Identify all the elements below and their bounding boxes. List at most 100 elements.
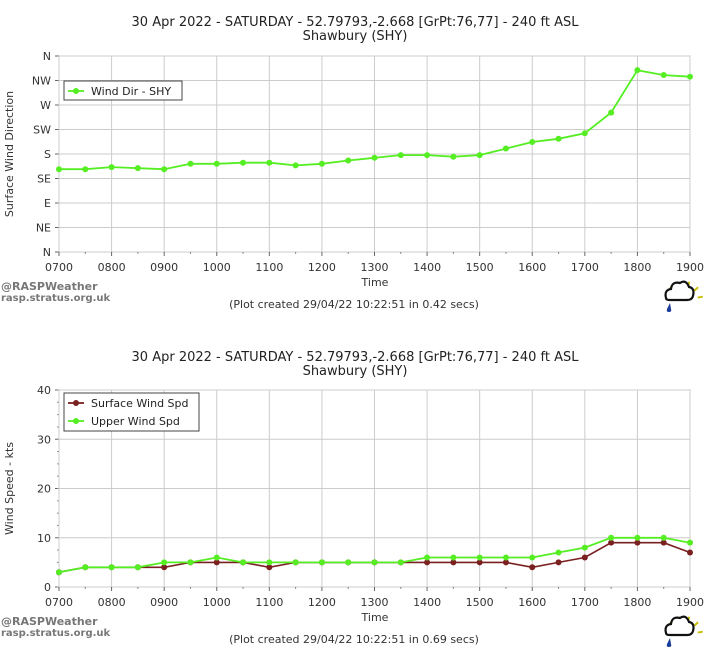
data-point (108, 564, 115, 571)
data-point (397, 152, 404, 159)
x-tick-label: 1100 (255, 596, 283, 609)
data-point (424, 559, 431, 566)
data-point (660, 534, 667, 541)
data-point (450, 559, 457, 566)
data-point (240, 559, 247, 566)
logo-text: @RASPWeather (1, 615, 98, 628)
data-point (134, 165, 141, 172)
data-point (161, 559, 168, 566)
data-point (555, 135, 562, 142)
data-point (134, 564, 141, 571)
y-tick-label: E (44, 197, 51, 210)
weather-cloud-icon (664, 280, 703, 312)
site-text: rasp.stratus.org.uk (1, 293, 111, 304)
x-tick-label: 1500 (466, 261, 494, 274)
x-tick-label: 0700 (45, 261, 73, 274)
data-point (608, 534, 615, 541)
legend-swatch-marker (73, 88, 79, 94)
y-tick-label: 20 (37, 483, 51, 496)
x-tick-label: 1800 (623, 261, 651, 274)
data-point (161, 166, 168, 173)
x-tick-label: 1200 (308, 261, 336, 274)
chart-subtitle: Shawbury (SHY) (303, 364, 408, 379)
plot-footer: (Plot created 29/04/22 10:22:51 in 0.42 … (229, 298, 479, 311)
data-point (450, 153, 457, 160)
legend-label: Wind Dir - SHY (91, 85, 171, 98)
legend: Wind Dir - SHY (63, 80, 183, 101)
data-point (424, 152, 431, 159)
data-point (502, 559, 509, 566)
sun-ray (697, 630, 703, 634)
data-point (292, 162, 299, 169)
x-tick-label: 1200 (308, 596, 336, 609)
x-tick-label: 1000 (203, 596, 231, 609)
data-point (108, 164, 115, 171)
legend: Surface Wind Spd Upper Wind Spd (63, 392, 200, 432)
plot-footer: (Plot created 29/04/22 10:22:51 in 0.69 … (229, 633, 479, 646)
x-tick-label: 0800 (98, 261, 126, 274)
data-point (187, 160, 194, 167)
legend-label: Upper Wind Spd (91, 415, 180, 428)
x-tick-label: 1100 (255, 261, 283, 274)
data-point (82, 564, 89, 571)
data-point (529, 139, 536, 146)
data-point (581, 130, 588, 137)
x-tick-label: 1400 (413, 261, 441, 274)
x-tick-label: 1800 (623, 596, 651, 609)
y-tick-label: NW (32, 75, 51, 88)
sun-ray (693, 286, 699, 292)
data-point (213, 160, 220, 167)
sun-ray (693, 621, 699, 627)
x-tick-label: 1900 (676, 596, 704, 609)
data-point (634, 539, 641, 546)
data-point (292, 559, 299, 566)
data-point (502, 554, 509, 561)
data-point (476, 554, 483, 561)
site-text: rasp.stratus.org.uk (1, 628, 111, 639)
weather-cloud-icon (664, 615, 703, 647)
x-tick-label: 1400 (413, 596, 441, 609)
data-point (424, 554, 431, 561)
data-point (161, 564, 168, 571)
legend-swatch-marker (73, 400, 79, 406)
data-point (608, 109, 615, 116)
y-tick-label: SE (37, 173, 51, 186)
sun-ray (697, 295, 703, 299)
y-tick-label: 10 (37, 532, 51, 545)
x-tick-label: 1700 (571, 261, 599, 274)
chart-2: 30 Apr 2022 - SATURDAY - 52.79793,-2.668… (1, 350, 704, 647)
x-tick-label: 1900 (676, 261, 704, 274)
data-point (687, 73, 693, 80)
data-point (240, 159, 247, 166)
y-tick-label: N (43, 246, 51, 259)
legend-box (63, 80, 183, 101)
data-point (581, 554, 588, 561)
x-tick-label: 1600 (518, 261, 546, 274)
chart-title: 30 Apr 2022 - SATURDAY - 52.79793,-2.668… (132, 15, 580, 30)
data-point (529, 554, 536, 561)
data-point (371, 154, 378, 161)
data-point (608, 539, 615, 546)
x-tick-label: 1000 (203, 261, 231, 274)
x-tick-label: 0900 (150, 261, 178, 274)
y-tick-label: 40 (37, 384, 51, 397)
cloud-shape (664, 280, 695, 302)
x-tick-label: 1700 (571, 596, 599, 609)
chart-subtitle: Shawbury (SHY) (303, 29, 408, 44)
y-tick-label: W (40, 99, 51, 112)
data-point (687, 549, 693, 556)
data-point (213, 554, 220, 561)
y-tick-label: N (43, 50, 51, 63)
y-tick-label: 0 (44, 581, 51, 594)
data-point (581, 544, 588, 551)
x-tick-label: 1300 (361, 596, 389, 609)
data-point (660, 72, 667, 79)
data-point (502, 145, 509, 152)
data-point (318, 160, 325, 167)
data-point (82, 166, 89, 173)
y-tick-label: NE (36, 222, 51, 235)
data-point (555, 559, 562, 566)
chart-1: 30 Apr 2022 - SATURDAY - 52.79793,-2.668… (1, 15, 704, 312)
x-tick-label: 0900 (150, 596, 178, 609)
